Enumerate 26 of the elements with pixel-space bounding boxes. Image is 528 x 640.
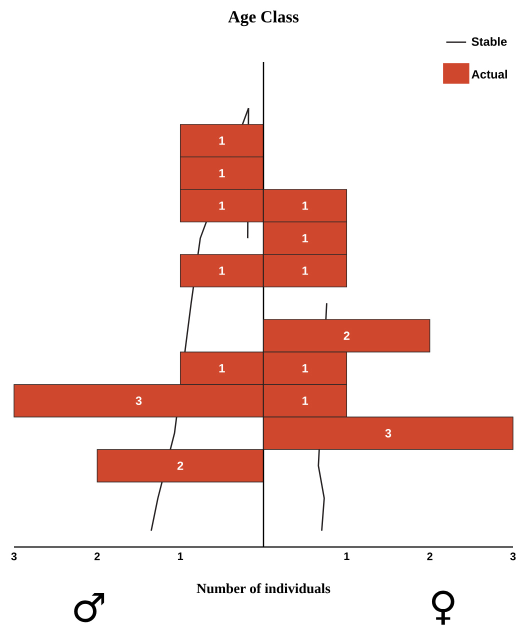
x-tick-label: 2 [427,552,432,560]
x-tick-label: 2 [94,552,100,560]
data-label: 1 [219,364,225,372]
data-label: 1 [219,169,225,178]
text: ♀ [432,590,454,625]
data-label: 1 [219,266,225,275]
data-label: 1 [219,136,225,145]
x-tick-label: 3 [510,552,516,560]
data-label: 3 [385,428,392,438]
legend-label: Actual [472,70,507,79]
data-label: 1 [302,364,308,372]
data-label: 1 [302,234,308,242]
x-tick-label: 1 [178,552,184,560]
x-tick-label: 1 [344,552,350,560]
chart-title: Age Class [228,10,299,26]
x-tick-label: 3 [11,552,17,560]
x-axis-title: Number of individuals [196,583,330,594]
text: ♂ [74,592,104,622]
data-label: 2 [344,332,350,340]
data-label: 2 [177,462,184,470]
data-label: 1 [302,396,308,405]
legend-label: Stable [472,37,507,46]
data-label: 3 [136,396,142,405]
data-label: 1 [302,266,308,275]
data-label: 1 [219,202,225,210]
data-label: 1 [302,202,308,210]
